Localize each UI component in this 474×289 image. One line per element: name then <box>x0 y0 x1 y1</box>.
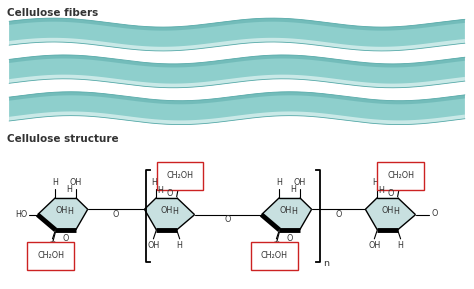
Text: H: H <box>173 207 178 216</box>
Polygon shape <box>9 18 465 51</box>
Text: OH: OH <box>55 206 68 215</box>
Text: H: H <box>292 207 297 216</box>
Polygon shape <box>145 198 195 230</box>
Text: CH₂OH: CH₂OH <box>261 251 288 260</box>
Polygon shape <box>9 55 465 88</box>
Text: CH₂OH: CH₂OH <box>166 171 193 180</box>
Text: O: O <box>335 210 342 219</box>
Text: H: H <box>393 207 399 216</box>
Text: H: H <box>53 178 58 187</box>
Polygon shape <box>9 18 465 31</box>
Text: H: H <box>273 241 279 250</box>
Polygon shape <box>9 112 465 125</box>
Text: H: H <box>67 207 73 216</box>
Text: OH: OH <box>381 206 393 215</box>
Text: OH: OH <box>147 241 160 250</box>
Text: O: O <box>431 209 438 218</box>
Text: H: H <box>67 185 73 194</box>
Text: H: H <box>276 178 283 187</box>
Text: H: H <box>379 186 384 195</box>
Text: n: n <box>324 259 329 268</box>
Text: H: H <box>158 186 164 195</box>
Text: O: O <box>113 210 119 219</box>
Text: OH: OH <box>70 178 82 187</box>
Text: H: H <box>373 178 378 187</box>
Text: CH₂OH: CH₂OH <box>37 251 64 260</box>
Text: H: H <box>291 185 296 194</box>
Text: H: H <box>398 241 403 250</box>
Text: CH₂OH: CH₂OH <box>387 171 414 180</box>
Text: H: H <box>50 241 55 250</box>
Polygon shape <box>262 198 311 230</box>
Text: O: O <box>63 234 69 243</box>
Text: H: H <box>177 241 182 250</box>
Polygon shape <box>9 38 465 51</box>
Text: O: O <box>286 234 293 243</box>
Polygon shape <box>9 92 465 104</box>
Polygon shape <box>37 198 88 230</box>
Polygon shape <box>9 75 465 88</box>
Text: O: O <box>225 215 231 224</box>
Polygon shape <box>9 55 465 67</box>
Text: OH: OH <box>293 178 306 187</box>
Polygon shape <box>365 198 416 230</box>
Text: O: O <box>166 189 173 198</box>
Text: Cellulose structure: Cellulose structure <box>7 134 118 144</box>
Text: O: O <box>387 189 393 198</box>
Polygon shape <box>9 92 465 125</box>
Text: Cellulose fibers: Cellulose fibers <box>7 8 99 18</box>
Text: OH: OH <box>368 241 381 250</box>
Text: OH: OH <box>160 206 173 215</box>
Text: HO: HO <box>15 210 27 219</box>
Text: H: H <box>152 178 157 187</box>
Text: OH: OH <box>279 206 292 215</box>
